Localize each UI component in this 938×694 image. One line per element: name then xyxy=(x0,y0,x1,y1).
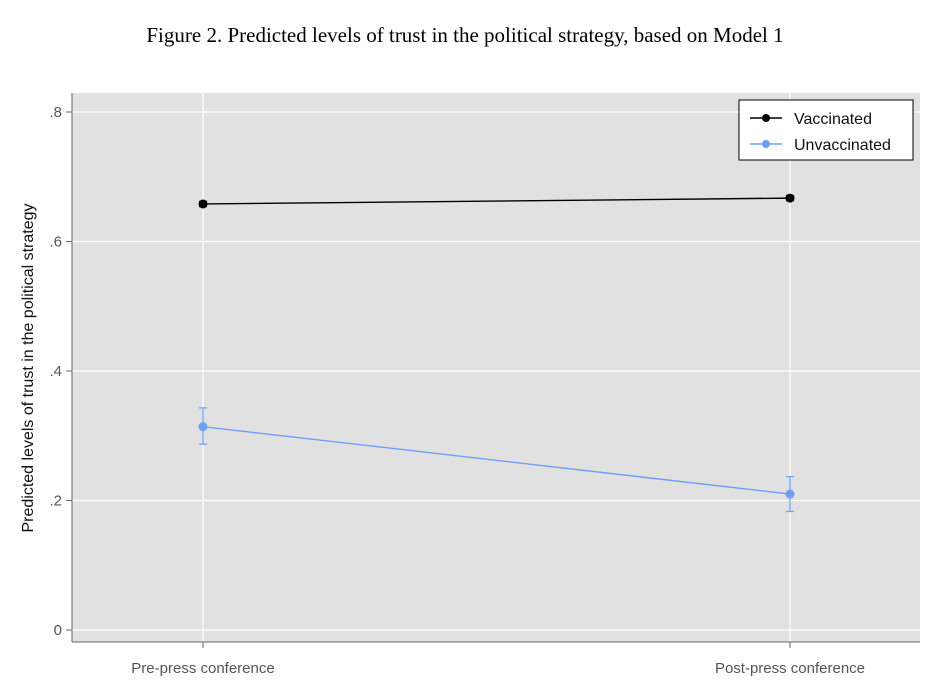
data-point xyxy=(198,422,208,432)
plot-area xyxy=(72,93,920,642)
legend-marker xyxy=(762,114,770,122)
grid xyxy=(72,93,920,642)
plot-background xyxy=(72,93,920,642)
y-tick-label: 0 xyxy=(54,622,62,639)
y-tick-label: .6 xyxy=(49,234,62,251)
series-line xyxy=(202,425,791,495)
axes: 0 .2 .4 .6 .8 Pre-press conference Post-press … xyxy=(49,93,920,677)
data-point xyxy=(198,199,208,209)
data-point xyxy=(785,193,795,203)
x-tick-label: Pre-press conference xyxy=(131,660,274,677)
legend-items: Vaccinated Unvaccinated xyxy=(750,111,891,154)
legend-label: Unvaccinated xyxy=(794,137,891,154)
y-tick-label: .8 xyxy=(49,104,62,121)
legend-box xyxy=(738,99,914,161)
chart-title: Figure 2. Predicted levels of trust in t… xyxy=(146,23,783,47)
series-line xyxy=(202,197,791,205)
series-layer xyxy=(198,193,795,513)
legend: Vaccinated Unvaccinated xyxy=(738,99,914,161)
legend-label: Vaccinated xyxy=(794,111,872,128)
data-point xyxy=(785,489,795,499)
y-tick-label: .4 xyxy=(49,363,62,380)
legend-marker xyxy=(762,140,770,148)
x-tick-label: Post-press conference xyxy=(715,660,865,677)
y-tick-label: .2 xyxy=(49,493,62,510)
y-axis-title: Predicted levels of trust in the politic… xyxy=(20,203,37,532)
